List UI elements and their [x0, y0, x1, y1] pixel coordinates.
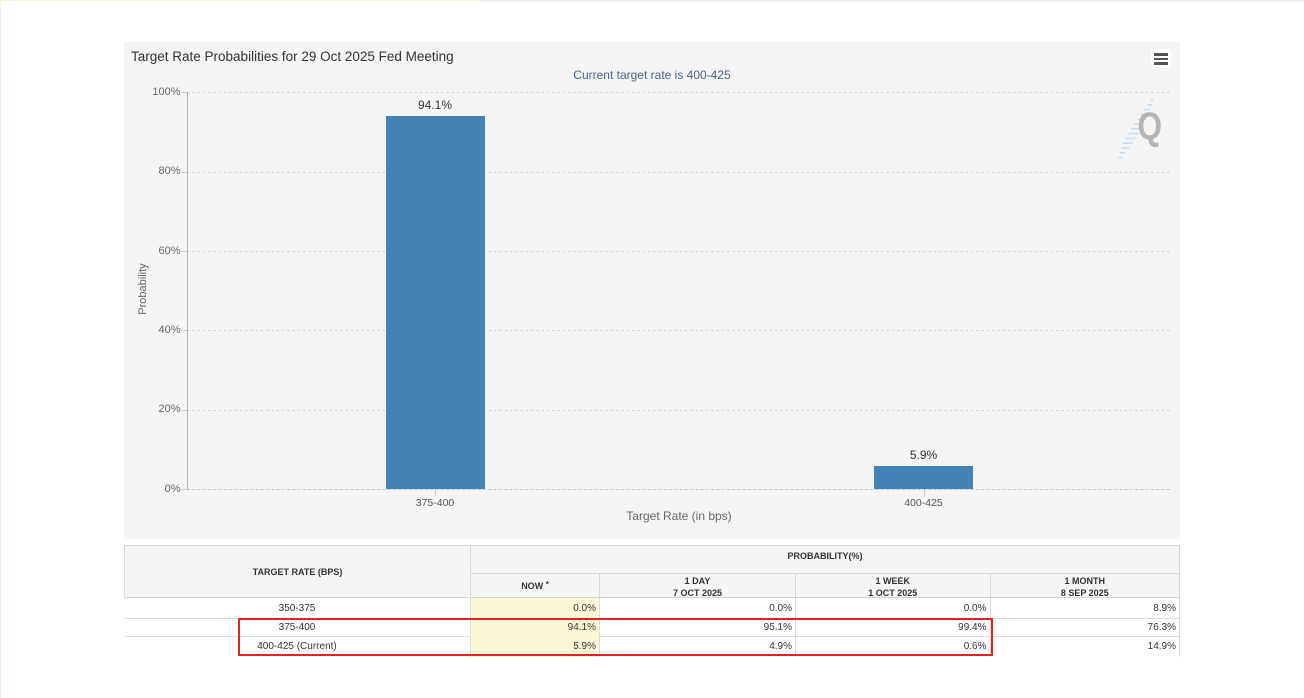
- svg-text:Q: Q: [1138, 106, 1163, 149]
